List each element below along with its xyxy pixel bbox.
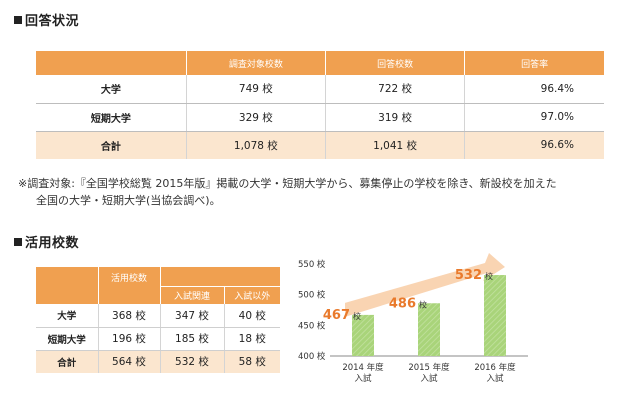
table-row: 短期大学 329 校 319 校 97.0% bbox=[36, 103, 604, 132]
x-tick-label: 2016 年度 bbox=[474, 362, 516, 373]
section-title: 回答状況 bbox=[25, 14, 80, 29]
bar-value-label: 486 bbox=[389, 296, 416, 311]
row-label: 大学 bbox=[36, 75, 187, 104]
response-rate: 96.4% bbox=[464, 75, 604, 104]
section-title: 活用校数 bbox=[25, 236, 80, 251]
table-total-row: 合計 564 校 532 校 58 校 bbox=[36, 349, 280, 373]
usage-exam: 532 校 bbox=[159, 349, 224, 373]
response-table: 調査対象校数 回答校数 回答率 大学 749 校 722 校 96.4% 短期大… bbox=[36, 51, 604, 159]
table-header-row: 活用校数 bbox=[36, 267, 280, 304]
bar-value-suffix: 校 bbox=[485, 271, 493, 281]
answered-count: 722 校 bbox=[324, 75, 465, 104]
bar-value-suffix: 校 bbox=[353, 311, 361, 321]
row-label: 合計 bbox=[36, 130, 187, 159]
header-cell-empty bbox=[36, 267, 98, 304]
table-total-row: 合計 1,078 校 1,041 校 96.6% bbox=[36, 130, 604, 159]
y-tick-label: 400 校 bbox=[298, 351, 326, 362]
x-tick-label: 2014 年度 bbox=[342, 362, 384, 373]
x-tick-label: 2015 年度 bbox=[408, 362, 450, 373]
answered-count: 319 校 bbox=[324, 103, 465, 132]
bar-value-suffix: 校 bbox=[419, 299, 427, 309]
header-cell: 入試以外 bbox=[223, 285, 280, 304]
usage-other: 40 校 bbox=[223, 304, 280, 328]
black-square-icon bbox=[14, 15, 22, 24]
header-spacer bbox=[159, 267, 280, 286]
section-heading-usage: 活用校数 bbox=[14, 232, 79, 251]
y-tick-label: 500 校 bbox=[298, 290, 326, 301]
x-tick-label: 入試 bbox=[420, 373, 438, 384]
section-heading-response: 回答状況 bbox=[14, 10, 79, 29]
y-tick-label: 550 校 bbox=[298, 259, 326, 270]
table-subheader-row: 入試関連 入試以外 bbox=[36, 285, 280, 304]
x-tick-label: 入試 bbox=[486, 373, 504, 384]
response-rate: 96.6% bbox=[464, 130, 604, 159]
usage-total: 368 校 bbox=[97, 304, 160, 328]
header-cell: 回答率 bbox=[464, 51, 604, 75]
black-square-icon bbox=[14, 237, 22, 246]
header-cell: 入試関連 bbox=[159, 285, 224, 304]
target-count: 749 校 bbox=[185, 75, 326, 104]
usage-total: 196 校 bbox=[97, 327, 160, 351]
y-tick-label: 450 校 bbox=[298, 320, 326, 331]
header-cell: 回答校数 bbox=[324, 51, 465, 75]
usage-other: 58 校 bbox=[223, 349, 280, 373]
header-cell: 活用校数 bbox=[97, 267, 160, 304]
table-row: 短期大学 196 校 185 校 18 校 bbox=[36, 327, 280, 351]
note-line: ※調査対象:『全国学校総覧 2015年版』掲載の大学・短期大学から、募集停止の学… bbox=[18, 177, 557, 190]
response-rate: 97.0% bbox=[464, 103, 604, 132]
table-row: 大学 368 校 347 校 40 校 bbox=[36, 304, 280, 328]
row-label: 短期大学 bbox=[36, 327, 98, 351]
row-label: 合計 bbox=[36, 349, 98, 373]
table-row: 大学 749 校 722 校 96.4% bbox=[36, 75, 604, 104]
usage-table: 活用校数 入試関連 入試以外 大学 368 校 347 校 40 校 短期大学 … bbox=[36, 267, 280, 373]
x-tick-label: 入試 bbox=[354, 373, 372, 384]
bar bbox=[484, 275, 506, 356]
trend-arrow bbox=[345, 253, 505, 317]
usage-other: 18 校 bbox=[223, 327, 280, 351]
bar-value-label: 532 bbox=[455, 268, 482, 283]
row-label: 短期大学 bbox=[36, 103, 187, 132]
header-cell bbox=[36, 51, 187, 75]
target-count: 329 校 bbox=[185, 103, 326, 132]
usage-exam: 185 校 bbox=[159, 327, 224, 351]
bar-value-label: 467 bbox=[323, 308, 350, 323]
note-line: 全国の大学・短期大学(当協会調べ)。 bbox=[36, 194, 221, 207]
answered-count: 1,041 校 bbox=[324, 130, 465, 159]
bar bbox=[418, 303, 440, 356]
table-header-row: 調査対象校数 回答校数 回答率 bbox=[36, 51, 604, 75]
row-label: 大学 bbox=[36, 304, 98, 328]
header-cell: 調査対象校数 bbox=[185, 51, 326, 75]
usage-total: 564 校 bbox=[97, 349, 160, 373]
bar bbox=[352, 314, 374, 356]
survey-note: ※調査対象:『全国学校総覧 2015年版』掲載の大学・短期大学から、募集停止の学… bbox=[18, 175, 630, 209]
target-count: 1,078 校 bbox=[185, 130, 326, 159]
usage-exam: 347 校 bbox=[159, 304, 224, 328]
